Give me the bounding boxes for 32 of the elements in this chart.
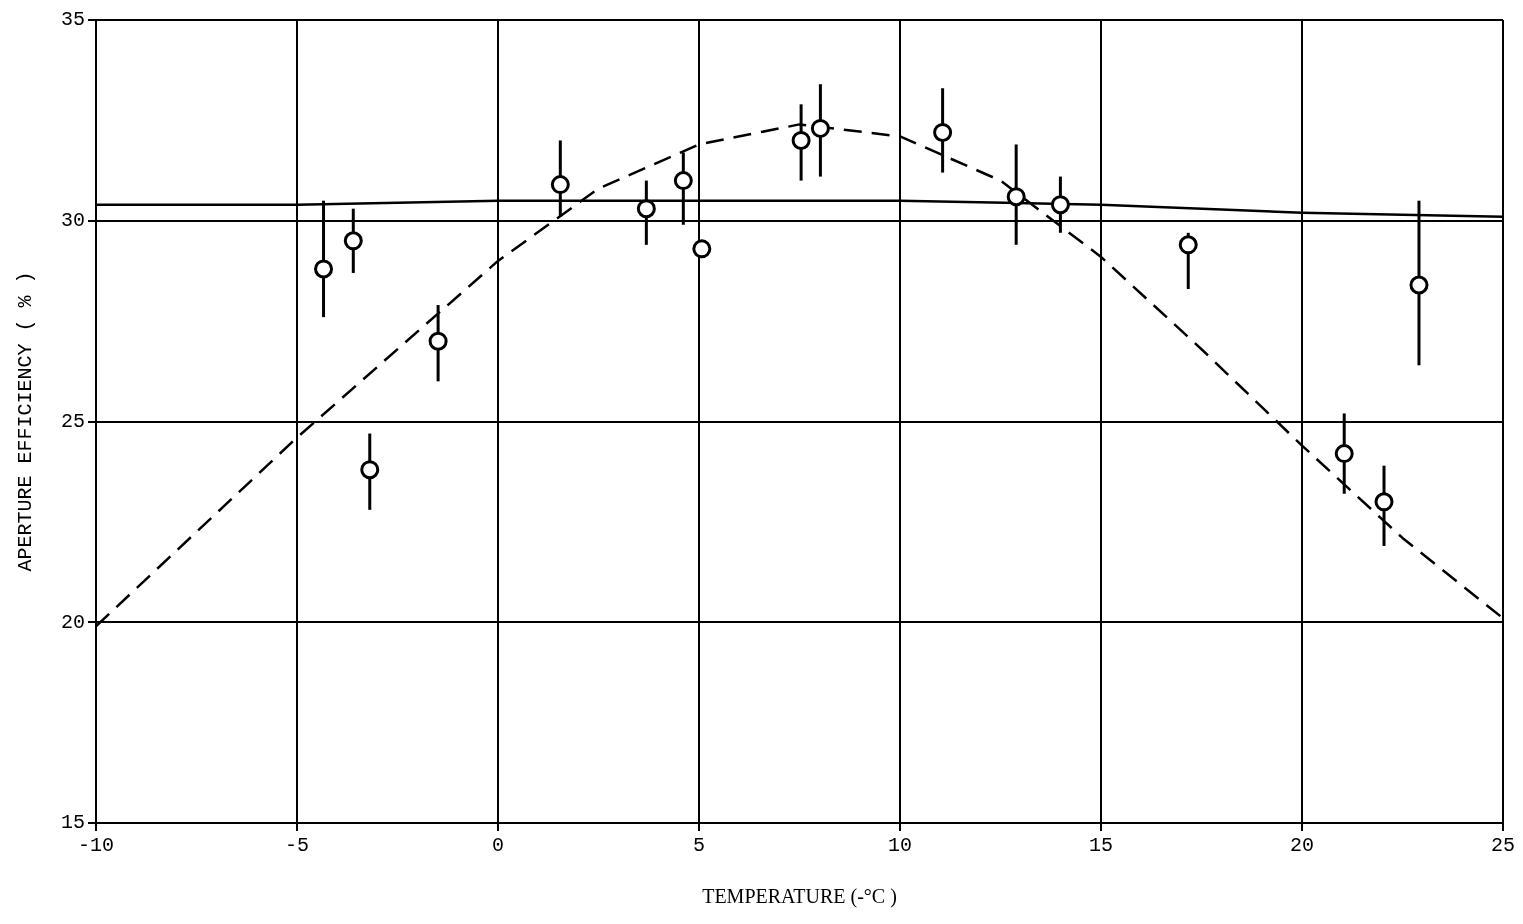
x-tick-label: 0: [491, 834, 505, 858]
point: [1178, 235, 1198, 255]
point: [692, 239, 712, 259]
x-axis-title: TEMPERATURE (-°C ): [702, 885, 897, 909]
y-axis-title: APERTURE EFFICIENCY ( % ): [14, 271, 38, 572]
point: [314, 259, 334, 279]
point: [1334, 444, 1354, 464]
x-tick-label: -10: [78, 834, 115, 858]
point: [343, 231, 363, 251]
y-tick-label: 35: [60, 8, 85, 32]
point: [933, 122, 953, 142]
point: [791, 130, 811, 150]
point: [1409, 275, 1429, 295]
point: [673, 171, 693, 191]
x-tick-label: 5: [692, 834, 706, 858]
point: [550, 175, 570, 195]
x-tick-label: 25: [1490, 834, 1516, 858]
y-tick-label: 25: [60, 409, 85, 433]
point: [360, 460, 380, 480]
x-tick-label: 10: [887, 834, 913, 858]
point: [428, 331, 448, 351]
x-tick-label: 20: [1289, 834, 1315, 858]
point: [1374, 492, 1394, 512]
y-tick-label: 15: [60, 811, 85, 835]
point: [1006, 187, 1026, 207]
point: [810, 118, 830, 138]
point: [636, 199, 656, 219]
y-tick-label: 30: [60, 209, 85, 233]
point: [1050, 195, 1070, 215]
y-tick-label: 20: [60, 610, 85, 634]
x-tick-label: 15: [1088, 834, 1114, 858]
x-tick-label: -5: [285, 834, 310, 858]
